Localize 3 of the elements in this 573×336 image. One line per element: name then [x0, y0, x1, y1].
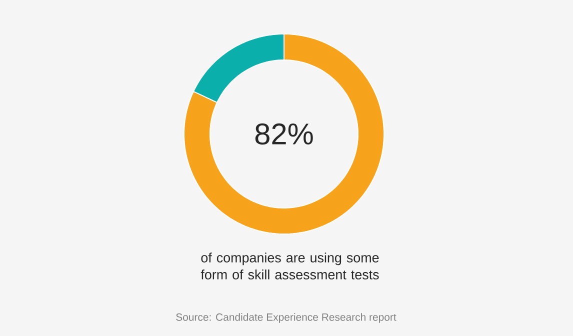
source-note: Source: Candidate Experience Research report	[176, 313, 396, 323]
text: of companies are using some form of skill assessment tests	[200, 252, 379, 280]
data-label: 82%	[255, 123, 313, 145]
